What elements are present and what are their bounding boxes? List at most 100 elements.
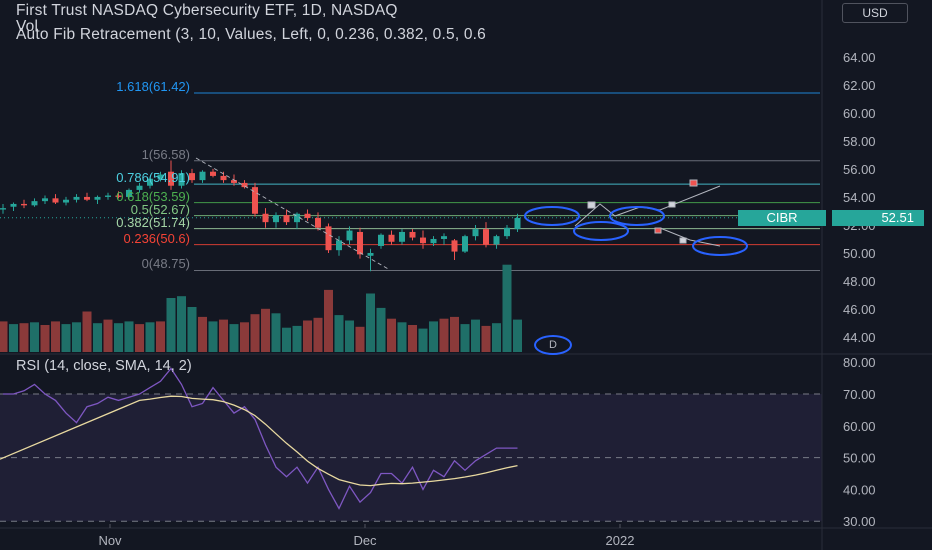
volume-bar xyxy=(334,315,344,352)
rsi-ma-line xyxy=(0,395,518,487)
price-tick-label: 58.00 xyxy=(843,134,876,149)
candle-body xyxy=(336,240,342,251)
price-tick-label: 60.00 xyxy=(843,106,876,121)
candle-body xyxy=(451,240,458,252)
price-tick-label: 50.00 xyxy=(843,246,876,261)
candle-body xyxy=(136,185,143,190)
volume-bar xyxy=(82,311,92,352)
candle-body xyxy=(63,199,69,203)
candle-body xyxy=(157,174,164,179)
price-tick-label: 56.00 xyxy=(843,162,876,177)
candle-body xyxy=(378,234,384,246)
volume-bar xyxy=(9,324,18,352)
candle-body xyxy=(441,236,447,239)
candle-body xyxy=(357,231,363,255)
candle-body xyxy=(115,195,122,197)
volume-bar xyxy=(513,319,522,352)
volume-bar xyxy=(387,318,396,352)
price-tick-label: 54.00 xyxy=(843,190,876,205)
volume-bar xyxy=(229,324,239,352)
dividend-marker[interactable]: D xyxy=(534,335,572,355)
volume-bar xyxy=(156,321,165,352)
volume-bars xyxy=(0,264,522,352)
volume-bar xyxy=(19,323,29,352)
volume-bar xyxy=(366,293,375,352)
volume-bar xyxy=(124,321,134,352)
chart-title: First Trust NASDAQ Cybersecurity ETF, 1D… xyxy=(16,2,398,19)
candle-body xyxy=(283,215,290,223)
candle-body xyxy=(126,189,132,197)
volume-bar xyxy=(219,319,228,352)
fib-label: 0.5(52.67) xyxy=(130,201,190,217)
candle-body xyxy=(420,237,426,244)
price-tick-label: 44.00 xyxy=(843,330,876,345)
candle-body xyxy=(504,227,510,237)
currency-button[interactable]: USD xyxy=(842,3,908,23)
volume-bar xyxy=(145,322,155,352)
fib-indicator-label[interactable]: Auto Fib Retracement (3, 10, Values, Lef… xyxy=(16,26,486,43)
volume-bar xyxy=(135,324,144,352)
candle-body xyxy=(189,173,195,181)
candles xyxy=(0,160,521,272)
volume-bar xyxy=(72,322,81,352)
fib-label: 1.618(61.42) xyxy=(116,78,190,94)
candle-body xyxy=(168,171,174,186)
drawings[interactable] xyxy=(195,157,748,271)
rsi-tick-label: 80.00 xyxy=(843,355,876,370)
rsi-axis[interactable]: 80.00 70.00 60.00 50.00 40.00 30.00 xyxy=(843,355,876,529)
candle-body xyxy=(210,171,216,176)
candle-body xyxy=(304,213,311,218)
candle-body xyxy=(42,198,48,202)
candle-body xyxy=(147,178,153,186)
volume-bar xyxy=(271,313,281,352)
price-tick-label: 62.00 xyxy=(843,78,876,93)
rsi-tick-label: 40.00 xyxy=(843,482,876,497)
time-tick-label: Nov xyxy=(98,533,122,548)
volume-bar xyxy=(166,298,176,352)
candle-body xyxy=(178,173,185,186)
fib-label: 0.382(51.74) xyxy=(116,214,190,230)
volume-bar xyxy=(93,323,102,352)
fib-label: 0.786(54.91) xyxy=(116,170,190,186)
highlight-ellipses[interactable] xyxy=(524,206,748,256)
volume-bar xyxy=(103,319,113,352)
fib-label: 1(56.58) xyxy=(141,146,190,162)
volume-bar xyxy=(397,322,407,352)
candle-body xyxy=(388,234,395,242)
rsi-lines xyxy=(0,367,822,522)
price-tick-label: 46.00 xyxy=(843,302,876,317)
fib-label: 0.618(53.59) xyxy=(116,188,190,204)
volume-bar xyxy=(187,307,197,352)
volume-bar xyxy=(429,321,438,352)
candle-body xyxy=(10,203,17,207)
rsi-line xyxy=(3,367,518,510)
volume-bar xyxy=(502,264,512,352)
candle-body xyxy=(294,213,300,223)
time-tick-label: Dec xyxy=(353,533,377,548)
price-tick-label: 48.00 xyxy=(843,274,876,289)
volume-bar xyxy=(303,320,312,352)
rsi-indicator-label[interactable]: RSI (14, close, SMA, 14, 2) xyxy=(16,358,192,374)
volume-bar xyxy=(240,322,249,352)
volume-bar xyxy=(439,318,449,352)
volume-bar xyxy=(208,321,218,352)
candle-body xyxy=(52,198,59,203)
fib-label: 0(48.75) xyxy=(141,256,190,272)
volume-bar xyxy=(282,327,291,352)
candle-body xyxy=(94,196,101,200)
fib-label: 0.236(50.6) xyxy=(123,230,191,246)
volume-bar xyxy=(313,317,323,352)
volume-bar xyxy=(355,326,365,352)
volume-bar xyxy=(376,307,386,352)
last-price-value: 52.51 xyxy=(881,209,914,225)
candle-body xyxy=(105,195,111,197)
candle-body xyxy=(462,236,468,252)
last-price-tag: 52.51 xyxy=(832,209,924,226)
candle-body xyxy=(220,175,227,181)
volume-bar xyxy=(61,324,71,352)
time-axis[interactable]: Nov Dec 2022 xyxy=(98,524,634,548)
candle-body xyxy=(262,213,269,223)
candle-body xyxy=(84,196,90,200)
volume-bar xyxy=(324,289,333,352)
